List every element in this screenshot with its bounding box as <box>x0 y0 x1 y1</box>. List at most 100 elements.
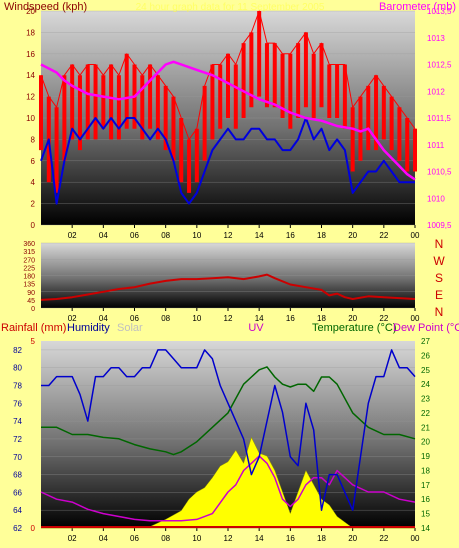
x-tick-label: 10 <box>192 231 201 240</box>
x-tick-label: 08 <box>161 231 170 240</box>
humidity-tick-label: 74 <box>13 417 22 426</box>
windspeed-tick-label: 8 <box>31 135 36 144</box>
humidity-tick-label: 68 <box>13 471 22 480</box>
x-tick-label: 06 <box>130 231 139 240</box>
x-tick-label: 04 <box>99 231 108 240</box>
x-tick-label: 12 <box>224 534 233 543</box>
uv-axis-label: UV <box>248 322 264 334</box>
compass-letter: N <box>435 237 444 251</box>
solar-axis-label: Solar <box>117 322 143 334</box>
windspeed-tick-label: 10 <box>26 114 35 123</box>
wind-left-axis-label: Windspeed (kph) <box>4 1 87 13</box>
x-tick-label: 20 <box>348 534 357 543</box>
direction-tick-label: 270 <box>23 257 35 264</box>
rainfall-axis-label: Rainfall (mm) <box>1 322 66 334</box>
humidity-tick-label: 78 <box>13 382 22 391</box>
rain-tick-label: 0 <box>31 524 36 533</box>
temperature-line <box>41 366 416 456</box>
compass-letter: E <box>435 288 443 302</box>
x-tick-label: 12 <box>224 314 233 323</box>
windspeed-tick-label: 2 <box>31 200 36 209</box>
windspeed-tick-label: 14 <box>26 71 35 80</box>
temperature-tick-label: 25 <box>421 366 430 375</box>
barometer-tick-label: 1013,5 <box>427 7 452 16</box>
x-tick-label: 22 <box>379 314 388 323</box>
direction-tick-label: 0 <box>31 306 35 313</box>
x-tick-label: 16 <box>286 231 295 240</box>
x-tick-label: 06 <box>130 314 139 323</box>
gust-line <box>40 10 416 140</box>
x-tick-label: 18 <box>317 534 326 543</box>
barometer-line <box>40 60 416 181</box>
temperature-tick-label: 20 <box>421 438 430 447</box>
windspeed-tick-label: 12 <box>26 93 35 102</box>
temperature-tick-label: 23 <box>421 395 430 404</box>
compass-letter: N <box>435 305 444 319</box>
x-tick-label: 18 <box>317 314 326 323</box>
direction-tick-label: 90 <box>27 290 35 297</box>
direction-minor-tick-label: 45 <box>27 298 35 305</box>
barometer-tick-label: 1011,5 <box>427 114 451 123</box>
temperature-tick-label: 19 <box>421 452 430 461</box>
windspeed-tick-label: 18 <box>26 28 35 37</box>
x-tick-label: 04 <box>99 314 108 323</box>
barometer-tick-label: 1012,5 <box>427 61 452 70</box>
humidity-line <box>41 349 416 511</box>
barometer-tick-label: 1009,5 <box>427 221 452 230</box>
x-tick-label: 20 <box>348 314 357 323</box>
humidity-tick-label: 70 <box>13 453 22 462</box>
compass-letter: W <box>433 254 445 268</box>
barometer-tick-label: 1010 <box>427 194 445 203</box>
x-tick-label: 14 <box>255 534 264 543</box>
wind-chart-title: 24 hour graph data for 11 September 2005 <box>136 2 325 13</box>
direction-tick-label: 180 <box>23 274 35 281</box>
x-tick-label: 10 <box>192 534 201 543</box>
wind-direction-line <box>40 273 416 301</box>
barometer-tick-label: 1013 <box>427 34 445 43</box>
humidity-tick-label: 62 <box>13 524 22 533</box>
windspeed-tick-label: 16 <box>26 50 35 59</box>
average-wind-line <box>40 117 415 205</box>
barometer-tick-label: 1012 <box>427 87 445 96</box>
temperature-axis-label: Temperature (°C) <box>312 322 396 334</box>
humidity-tick-label: 80 <box>13 364 22 373</box>
temperature-tick-label: 22 <box>421 409 430 418</box>
windspeed-tick-label: 6 <box>31 157 36 166</box>
windspeed-tick-label: 20 <box>26 7 35 16</box>
compass-letter: S <box>435 271 443 285</box>
barometer-tick-label: 1010,5 <box>427 168 452 177</box>
temperature-tick-label: 24 <box>421 380 430 389</box>
x-tick-label: 02 <box>68 231 77 240</box>
x-tick-label: 14 <box>255 231 264 240</box>
temperature-tick-label: 26 <box>421 351 430 360</box>
x-tick-label: 18 <box>317 231 326 240</box>
temperature-tick-label: 21 <box>421 423 430 432</box>
x-tick-label: 04 <box>99 534 108 543</box>
x-tick-label: 22 <box>379 534 388 543</box>
temperature-tick-label: 16 <box>421 495 430 504</box>
humidity-axis-label: Humidity <box>67 322 110 334</box>
x-tick-label: 14 <box>255 314 264 323</box>
temperature-tick-label: 27 <box>421 337 430 346</box>
humidity-tick-label: 72 <box>13 435 22 444</box>
humidity-tick-label: 82 <box>13 346 22 355</box>
x-tick-label: 10 <box>192 314 201 323</box>
humidity-tick-label: 76 <box>13 399 22 408</box>
humidity-tick-label: 64 <box>13 506 22 515</box>
windspeed-tick-label: 4 <box>31 178 36 187</box>
temperature-tick-label: 14 <box>421 524 430 533</box>
direction-tick-label: 360 <box>23 241 35 248</box>
direction-minor-tick-label: 315 <box>23 249 35 256</box>
humidity-tick-label: 66 <box>13 488 22 497</box>
dew-point-axis-label: Dew Point (°C) <box>393 322 459 334</box>
temperature-tick-label: 17 <box>421 481 430 490</box>
x-tick-label: 02 <box>68 314 77 323</box>
x-tick-label: 16 <box>286 314 295 323</box>
x-tick-label: 00 <box>411 534 420 543</box>
x-tick-label: 00 <box>411 231 420 240</box>
direction-minor-tick-label: 135 <box>23 282 35 289</box>
x-tick-label: 20 <box>348 231 357 240</box>
temperature-tick-label: 18 <box>421 466 430 475</box>
